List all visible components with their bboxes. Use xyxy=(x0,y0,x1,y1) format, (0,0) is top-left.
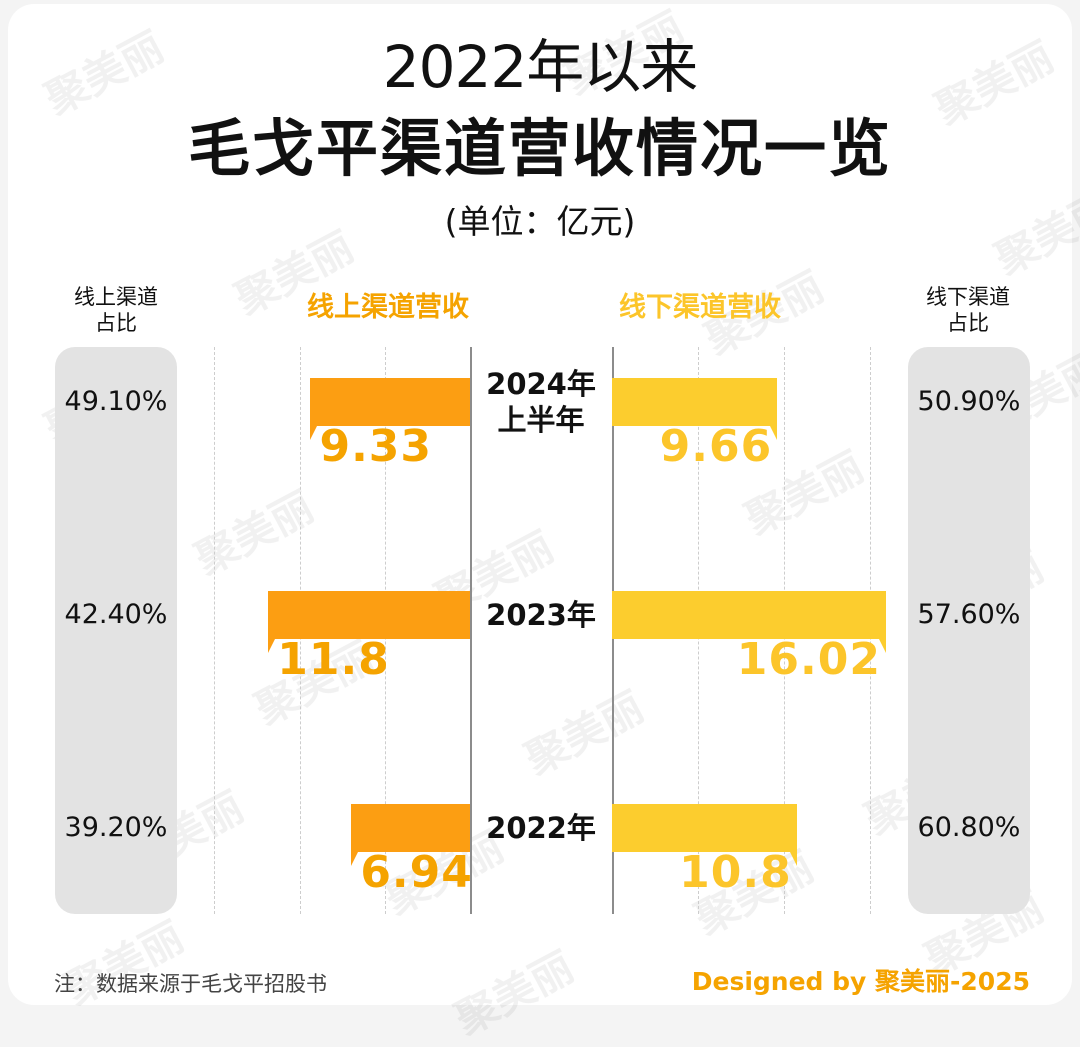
chart-title-line1: 2022年以来 xyxy=(382,33,699,101)
offline-share-header: 线下渠道 占比 xyxy=(926,285,1010,335)
online-value-label-1: 11.8 xyxy=(277,634,390,685)
footnote: 注：数据来源于毛戈平招股书 xyxy=(54,972,327,996)
offline-share-value-0: 50.90% xyxy=(917,386,1021,417)
offline-share-value-2: 60.80% xyxy=(917,812,1021,843)
online-share-header: 线上渠道 占比 xyxy=(74,285,158,335)
online-share-value-1: 42.40% xyxy=(64,599,168,630)
online-value-label-0: 9.33 xyxy=(319,421,433,472)
category-label-2: 2022年 xyxy=(486,811,596,845)
category-label-0: 2024年 上半年 xyxy=(486,367,596,437)
gridline-left-0 xyxy=(214,347,215,914)
unit-label: (单位：亿元) xyxy=(444,202,636,241)
online-bar-0 xyxy=(310,378,470,440)
online-share-value-0: 49.10% xyxy=(64,386,168,417)
online-share-panel xyxy=(55,347,177,914)
offline-bar-1 xyxy=(612,591,886,653)
category-label-1: 2023年 xyxy=(486,598,596,632)
offline-series-header: 线下渠道营收 xyxy=(619,292,781,323)
online-bar-2 xyxy=(351,804,470,866)
chart-title-line2: 毛戈平渠道营收情况一览 xyxy=(187,112,892,185)
offline-value-label-2: 10.8 xyxy=(679,847,792,898)
axis-line-left xyxy=(470,347,472,914)
offline-share-value-1: 57.60% xyxy=(917,599,1021,630)
chart-card xyxy=(8,4,1072,1005)
designer-credit: Designed by 聚美丽-2025 xyxy=(691,967,1030,996)
online-share-value-2: 39.20% xyxy=(64,812,168,843)
online-bar-1 xyxy=(268,591,470,653)
offline-bar-2 xyxy=(612,804,797,866)
online-value-label-2: 6.94 xyxy=(360,847,473,898)
offline-share-panel xyxy=(908,347,1030,914)
online-series-header: 线上渠道营收 xyxy=(307,292,469,323)
offline-value-label-1: 16.02 xyxy=(736,634,881,685)
offline-bar-0 xyxy=(612,378,778,440)
offline-value-label-0: 9.66 xyxy=(659,421,773,472)
